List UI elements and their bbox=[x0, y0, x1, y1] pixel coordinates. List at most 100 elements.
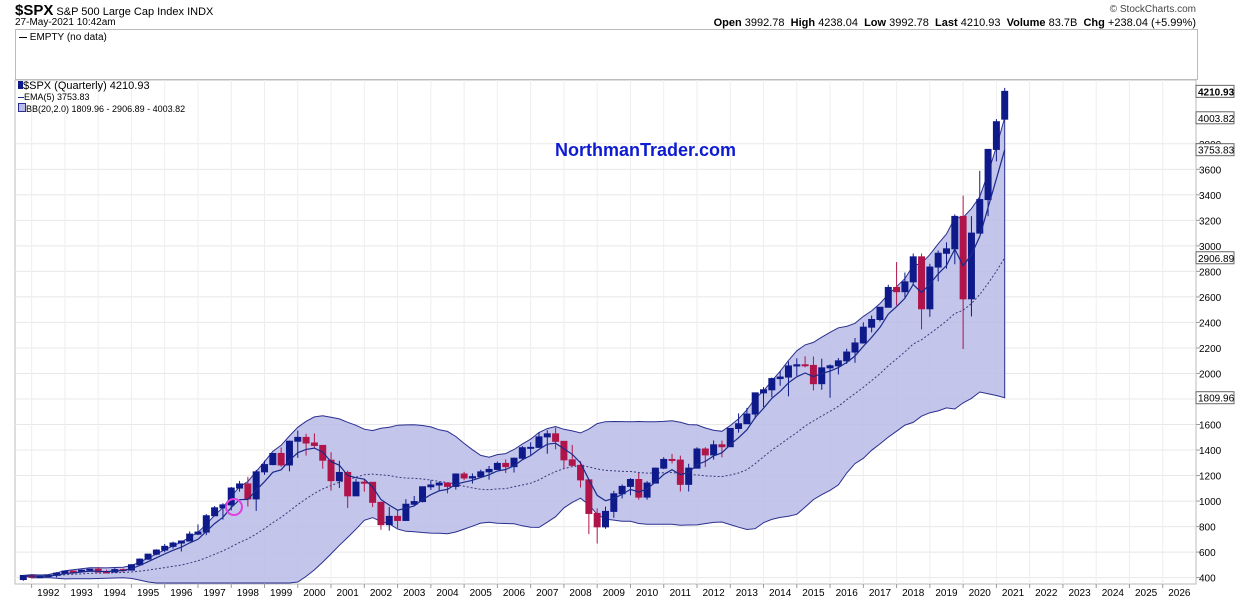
x-tick-label: 2009 bbox=[603, 588, 626, 599]
candle-body bbox=[660, 458, 668, 469]
y-tick-label: 2400 bbox=[1199, 318, 1222, 329]
candle-body bbox=[277, 452, 285, 466]
x-tick-label: 2008 bbox=[569, 588, 592, 599]
price-tag-box bbox=[1195, 84, 1235, 98]
candle-body bbox=[967, 232, 975, 300]
x-tick-label: 2006 bbox=[503, 588, 526, 599]
x-tick-label: 2019 bbox=[935, 588, 958, 599]
bollinger-band bbox=[23, 117, 1006, 584]
price-tag-label: 4003.82 bbox=[1198, 114, 1235, 125]
x-axis: 1992 1993 1994 1995 1996 1997 1998 1999 2000 2001… bbox=[31, 584, 1191, 599]
x-tick-label: 2004 bbox=[436, 588, 459, 599]
candle-body bbox=[751, 392, 759, 415]
last-label: Last bbox=[935, 17, 958, 29]
candle-body bbox=[310, 442, 318, 446]
candle-legend-icon bbox=[18, 81, 23, 89]
candle-body bbox=[377, 501, 385, 526]
candle-body bbox=[427, 484, 435, 488]
x-tick-label: 2023 bbox=[1068, 588, 1091, 599]
y-tick-label: 1600 bbox=[1199, 421, 1222, 432]
x-tick-label: 2016 bbox=[836, 588, 859, 599]
candle-body bbox=[876, 306, 884, 320]
candle-body bbox=[909, 256, 917, 283]
symbol: $SPX bbox=[15, 2, 54, 19]
candle-body bbox=[826, 365, 834, 369]
x-tick-label: 2018 bbox=[902, 588, 925, 599]
candle-body bbox=[568, 459, 576, 466]
x-tick-label: 2014 bbox=[769, 588, 792, 599]
ema-line bbox=[23, 149, 1006, 577]
candle-body bbox=[676, 459, 684, 485]
candle-body bbox=[161, 545, 169, 551]
candle-body bbox=[294, 436, 302, 442]
y-tick-label: 400 bbox=[1199, 574, 1216, 585]
y-tick-label: 2200 bbox=[1199, 344, 1222, 355]
candle-body bbox=[801, 364, 809, 367]
candle-body bbox=[701, 448, 709, 456]
candle-body bbox=[86, 568, 94, 571]
candle-body bbox=[809, 364, 817, 385]
candle-body bbox=[768, 378, 776, 391]
candle-body bbox=[776, 376, 784, 380]
y-tick-label: 3600 bbox=[1199, 165, 1222, 176]
y-tick-label: 2600 bbox=[1199, 293, 1222, 304]
x-tick-label: 2003 bbox=[403, 588, 426, 599]
ohlc-summary: Open 3992.78 High 4238.04 Low 3992.78 La… bbox=[714, 17, 1196, 29]
price-tag-label: 3753.83 bbox=[1198, 146, 1235, 157]
x-tick-label: 2007 bbox=[536, 588, 559, 599]
high-label: High bbox=[790, 17, 816, 29]
candle-body bbox=[269, 452, 277, 466]
candle-body bbox=[169, 542, 177, 547]
x-tick-label: 1999 bbox=[270, 588, 293, 599]
exchange: INDX bbox=[187, 6, 214, 18]
candle-body bbox=[460, 473, 468, 479]
candle-body bbox=[335, 471, 343, 482]
x-tick-label: 2021 bbox=[1002, 588, 1025, 599]
x-tick-label: 1994 bbox=[104, 588, 127, 599]
candle-body bbox=[651, 467, 659, 484]
candle-body bbox=[394, 515, 402, 521]
candle-body bbox=[735, 423, 743, 429]
candle-body bbox=[984, 148, 992, 201]
price-tag-label: 4210.93 bbox=[1198, 87, 1235, 98]
candle-body bbox=[818, 367, 826, 385]
candle-body bbox=[510, 457, 518, 468]
candle-body bbox=[186, 533, 194, 542]
price-tags: 4210.93 4003.82 3753.83 2906.89 1809.96 bbox=[1195, 84, 1235, 405]
candle-body bbox=[693, 448, 701, 469]
chg-label: Chg bbox=[1083, 17, 1105, 29]
y-tick-label: 1200 bbox=[1199, 472, 1222, 483]
candle-body bbox=[477, 471, 485, 478]
candle-body bbox=[194, 531, 202, 535]
open-label: Open bbox=[713, 17, 742, 29]
candle-body bbox=[468, 476, 476, 479]
price-tag-box bbox=[1195, 251, 1235, 265]
x-tick-label: 2020 bbox=[969, 588, 992, 599]
candle-body bbox=[976, 199, 984, 234]
y-axis: 4006008001000120014001600180020002200240… bbox=[1196, 140, 1222, 585]
x-tick-label: 2010 bbox=[636, 588, 659, 599]
candle-body bbox=[577, 464, 585, 481]
legend-price: $SPX (Quarterly) 4210.93 bbox=[18, 81, 185, 92]
candle-body bbox=[352, 481, 360, 497]
candle-body bbox=[435, 482, 443, 486]
ema-legend-icon bbox=[18, 96, 24, 98]
bollinger-midline bbox=[23, 257, 1006, 577]
candle-body bbox=[743, 413, 751, 425]
candle-body bbox=[69, 570, 77, 573]
candle-body bbox=[834, 360, 842, 367]
legend-bb-text: BB(20,2.0) 1809.96 - 2906.89 - 4003.82 bbox=[26, 104, 186, 114]
price-tag-label: 2906.89 bbox=[1198, 254, 1235, 265]
price-tag-box bbox=[1195, 143, 1235, 157]
x-tick-label: 2013 bbox=[736, 588, 759, 599]
legend-price-text: $SPX (Quarterly) 4210.93 bbox=[23, 80, 150, 92]
candle-body bbox=[252, 471, 260, 500]
candle-body bbox=[177, 540, 185, 544]
candles bbox=[19, 87, 1009, 581]
ema-path bbox=[23, 149, 1006, 577]
candle-body bbox=[793, 364, 801, 367]
symbol-name: S&P 500 Large Cap Index bbox=[56, 6, 185, 18]
candle-body bbox=[327, 459, 335, 482]
chg-value: +238.04 (+5.99%) bbox=[1107, 17, 1196, 29]
